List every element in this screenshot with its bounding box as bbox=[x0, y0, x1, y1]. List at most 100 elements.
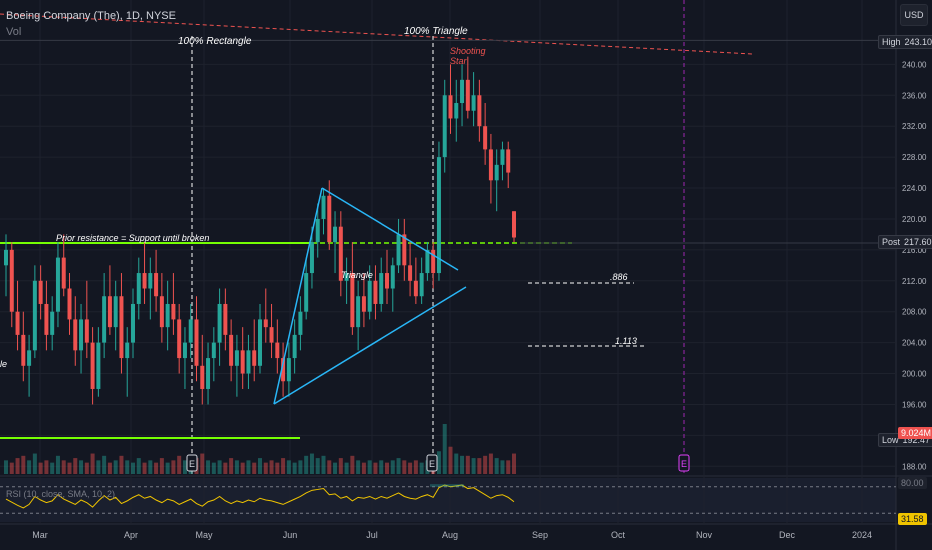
volume-bar bbox=[402, 460, 407, 474]
volume-bar bbox=[246, 460, 251, 474]
candle-body bbox=[131, 303, 135, 343]
candle-body bbox=[413, 280, 418, 297]
volume-bar bbox=[182, 460, 187, 474]
volume-bar bbox=[512, 453, 516, 474]
candle-body bbox=[465, 79, 470, 111]
candle-body bbox=[373, 280, 378, 304]
symbol-title: Boeing Company (The), 1D, NYSE bbox=[6, 10, 176, 22]
volume-bar bbox=[304, 455, 309, 474]
candle-body bbox=[27, 350, 32, 366]
candle-body bbox=[356, 296, 361, 328]
volume-bar bbox=[356, 460, 361, 474]
candle-body bbox=[350, 273, 355, 328]
volume-bar bbox=[321, 455, 326, 474]
candle-body bbox=[321, 195, 326, 219]
shooting-star-label: Shooting Star bbox=[450, 46, 486, 66]
volume-bar bbox=[61, 460, 66, 474]
volume-bar bbox=[32, 453, 37, 474]
candle-body bbox=[408, 265, 413, 281]
candle-body bbox=[102, 296, 107, 343]
candle-body bbox=[471, 95, 476, 111]
rsi-overbought-fill bbox=[430, 484, 464, 487]
x-tick-label: 2024 bbox=[852, 530, 872, 540]
candle-body bbox=[396, 234, 401, 266]
volume-bar bbox=[96, 460, 101, 474]
triangle-target-label: 100% Triangle bbox=[404, 26, 468, 37]
candle-body bbox=[113, 296, 118, 328]
candle-body bbox=[448, 95, 453, 119]
candle-body bbox=[483, 126, 488, 150]
volume-bar bbox=[113, 460, 118, 474]
volume-legend-label: Vol bbox=[6, 26, 22, 38]
x-tick-label: Sep bbox=[532, 530, 548, 540]
volume-bar bbox=[344, 462, 349, 474]
candle-body bbox=[15, 311, 20, 335]
candle-body bbox=[344, 273, 349, 281]
candle-body bbox=[229, 334, 234, 366]
candle-body bbox=[500, 149, 505, 165]
post-price-tag: Post 217.60 bbox=[878, 235, 932, 249]
candle-body bbox=[55, 257, 60, 312]
volume-bar bbox=[408, 462, 413, 474]
y-tick-label: 204.00 bbox=[902, 339, 927, 348]
low-tag-value: 192.47 bbox=[902, 435, 931, 445]
volume-bar bbox=[442, 424, 447, 474]
volume-bar bbox=[217, 460, 222, 474]
candle-body bbox=[200, 365, 205, 389]
y-tick-label: 208.00 bbox=[902, 308, 927, 317]
candle-body bbox=[367, 280, 372, 312]
volume-bar bbox=[488, 453, 493, 474]
rsi-pane-background bbox=[0, 478, 896, 522]
candle-body bbox=[327, 195, 332, 243]
volume-bar bbox=[483, 455, 488, 474]
y-tick-label: 212.00 bbox=[902, 277, 927, 286]
candle-body bbox=[154, 273, 159, 297]
candle-body bbox=[240, 350, 245, 374]
volume-bar bbox=[136, 458, 141, 474]
currency-button[interactable]: USD bbox=[900, 4, 928, 26]
candle-body bbox=[206, 358, 211, 389]
volume-bar bbox=[27, 460, 32, 474]
fib-1113-label: 1.113 bbox=[615, 336, 637, 346]
candle-body bbox=[177, 319, 182, 359]
candle-body bbox=[188, 319, 193, 343]
candle-body bbox=[73, 319, 78, 351]
chart-legend: Boeing Company (The), 1D, NYSE Vol bbox=[6, 10, 176, 38]
volume-bar bbox=[477, 458, 482, 474]
y-tick-label: 240.00 bbox=[902, 60, 927, 69]
x-tick-label: Nov bbox=[696, 530, 713, 540]
volume-bar bbox=[125, 460, 130, 474]
volume-bar bbox=[258, 458, 262, 474]
candle-body bbox=[4, 249, 8, 266]
triangle-pattern-label: Triangle bbox=[341, 270, 373, 280]
y-tick-label: 220.00 bbox=[902, 215, 927, 224]
candle-body bbox=[211, 342, 216, 359]
volume-bar bbox=[107, 462, 112, 474]
volume-bar bbox=[390, 460, 395, 474]
candle-body bbox=[171, 303, 176, 320]
candle-body bbox=[159, 296, 164, 328]
volume-bar bbox=[500, 460, 505, 474]
candle-body bbox=[298, 311, 303, 335]
y-tick-label: 188.00 bbox=[902, 462, 927, 471]
candle-body bbox=[165, 303, 170, 328]
volume-bar bbox=[90, 453, 95, 474]
volume-bar bbox=[131, 462, 135, 474]
volume-bar bbox=[286, 460, 291, 474]
post-tag-value: 217.60 bbox=[904, 237, 932, 247]
candle-body bbox=[286, 358, 291, 382]
x-tick-label: Dec bbox=[779, 530, 796, 540]
rsi-upper-tag: 80.00 bbox=[898, 477, 927, 489]
x-tick-label: Jul bbox=[366, 530, 378, 540]
rsi-line bbox=[5, 484, 515, 509]
candle-body bbox=[246, 350, 251, 374]
volume-bar bbox=[44, 460, 49, 474]
high-tag-label: High bbox=[882, 37, 901, 47]
earnings-icon bbox=[186, 454, 198, 472]
volume-bar bbox=[50, 462, 55, 474]
candle-body bbox=[223, 303, 228, 335]
candle-body bbox=[442, 95, 447, 158]
candle-body bbox=[419, 273, 424, 297]
